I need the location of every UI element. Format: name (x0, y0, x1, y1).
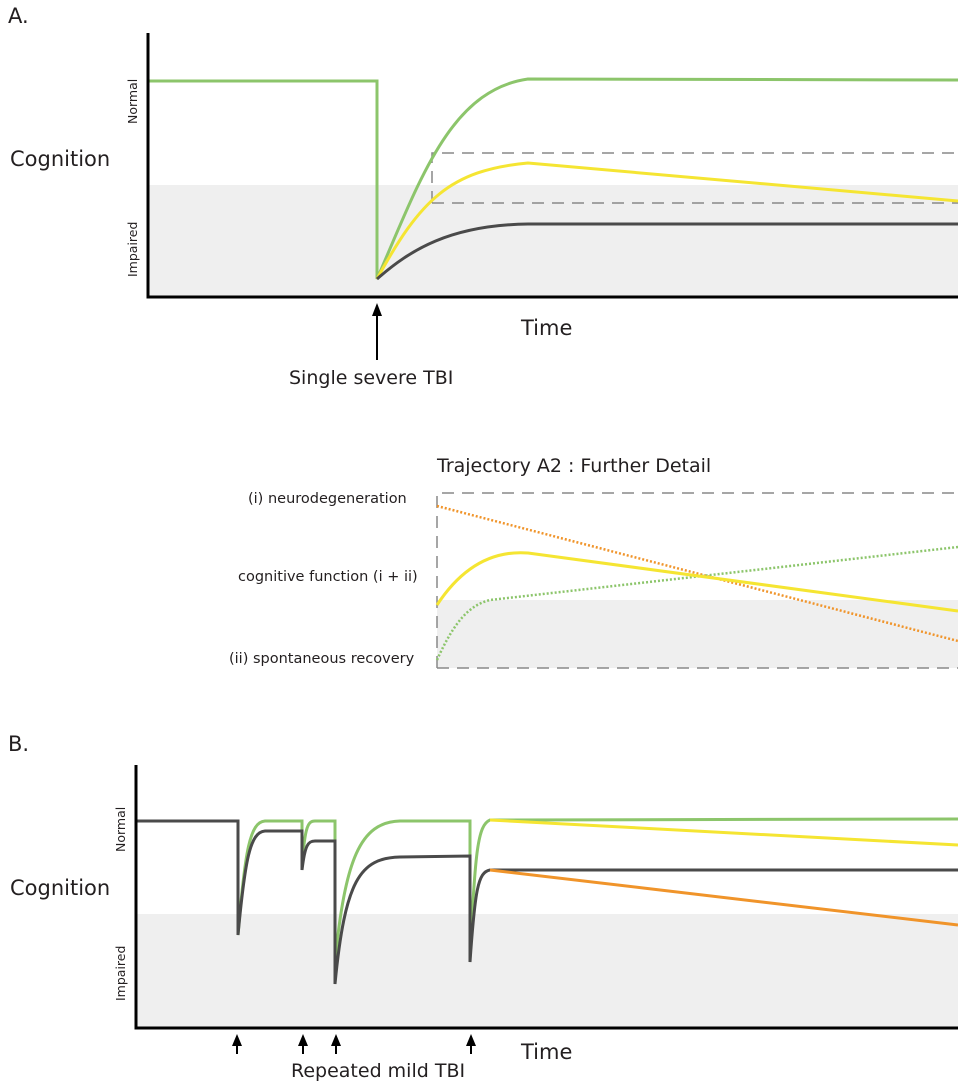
detail-label-cognitive-function: cognitive function (i + ii) (238, 569, 418, 585)
panel-a-impaired-band (148, 185, 958, 297)
panel-a-normal-tick: Normal (125, 78, 140, 124)
detail-cognitive-function-line (435, 551, 958, 613)
panel-b-impaired-band (136, 914, 958, 1028)
panel-a-impaired-tick: Impaired (125, 221, 140, 277)
panel-b-x-label: Time (521, 1040, 573, 1064)
panel-b-impaired-tick: Impaired (113, 945, 128, 1001)
panel-b-label: B. (8, 732, 30, 756)
panel-a-detail-box-top (431, 152, 958, 203)
panel-b-normal-tick: Normal (113, 806, 128, 852)
detail-title: Trajectory A2 : Further Detail (437, 455, 712, 477)
panel-a-event-label: Single severe TBI (289, 367, 454, 389)
detail-recovery-line (435, 545, 958, 661)
detail-neurodegeneration-line (436, 504, 958, 643)
panel-a-label: A. (8, 4, 29, 28)
detail-label-recovery: (ii) spontaneous recovery (229, 651, 415, 667)
panel-b-dark-trajectory (136, 819, 958, 985)
panel-b-green-trajectory (136, 817, 958, 963)
detail-box-top (436, 492, 958, 668)
detail-label-neurodegeneration: (i) neurodegeneration (248, 491, 407, 507)
panel-a-y-label: Cognition (10, 147, 111, 171)
panel-b-orange-trajectory (489, 868, 958, 927)
panel-b-event-label: Repeated mild TBI (291, 1060, 466, 1082)
detail-impaired-band (437, 600, 958, 668)
panel-b-event-arrows (232, 1034, 476, 1054)
panel-b-axes (134, 765, 958, 1030)
panel-b-y-label: Cognition (10, 876, 111, 900)
panel-b-yellow-trajectory (489, 818, 958, 847)
panel-a-axes (146, 33, 958, 299)
panel-a-yellow-trajectory (375, 161, 958, 280)
panel-a-dark-trajectory (376, 222, 958, 281)
panel-a-x-label: Time (521, 316, 573, 340)
panel-a-event-arrowhead (372, 303, 382, 316)
